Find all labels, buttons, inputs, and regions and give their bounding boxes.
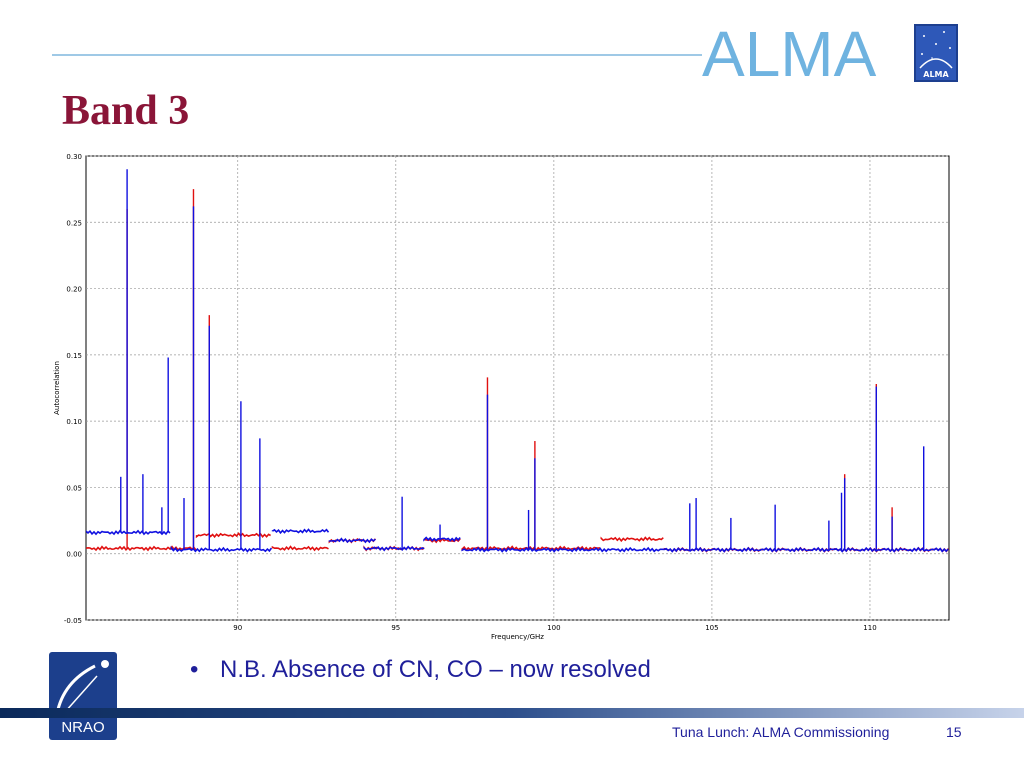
x-tick-label: 110 bbox=[863, 624, 876, 632]
bullet-marker: • bbox=[190, 656, 199, 683]
series-0-baseline bbox=[86, 545, 197, 552]
series-0-baseline bbox=[195, 532, 271, 539]
series-1-baseline bbox=[86, 529, 171, 536]
y-tick-label: 0.15 bbox=[66, 352, 82, 360]
bullet-text: N.B. Absence of CN, CO – now resolved bbox=[220, 656, 651, 683]
x-tick-label: 100 bbox=[547, 624, 560, 632]
x-axis-label: Frequency/GHz bbox=[491, 633, 544, 641]
alma-wordmark: ALMA bbox=[702, 18, 877, 90]
slide-title: Band 3 bbox=[62, 88, 190, 134]
footer-bar bbox=[0, 708, 1024, 718]
x-tick-label: 90 bbox=[233, 624, 242, 632]
series-1-baseline bbox=[170, 545, 273, 553]
y-tick-label: 0.00 bbox=[66, 551, 82, 559]
series-0-baseline bbox=[600, 536, 664, 543]
y-tick-label: 0.25 bbox=[66, 219, 82, 227]
x-tick-label: 95 bbox=[391, 624, 400, 632]
x-tick-label: 105 bbox=[705, 624, 718, 632]
alma-logo-text: ALMA bbox=[923, 70, 949, 79]
y-tick-label: 0.20 bbox=[66, 286, 82, 294]
series-1-baseline bbox=[271, 528, 330, 535]
page-number: 15 bbox=[946, 724, 962, 740]
series-1-baseline bbox=[328, 537, 376, 544]
y-axis-label: Autocorrelation bbox=[53, 361, 61, 415]
y-tick-label: -0.05 bbox=[64, 617, 82, 625]
series-1-baseline bbox=[363, 545, 425, 552]
bullet-item: • N.B. Absence of CN, CO – now resolved bbox=[190, 654, 651, 686]
y-tick-label: 0.10 bbox=[66, 418, 82, 426]
alma-logo-icon: ALMA bbox=[914, 24, 958, 82]
nrao-logo-text: NRAO bbox=[61, 719, 104, 736]
spectrum-chart: -0.05 0.00 0.05 0.10 0.15 0.20 0.25 0.30 90 95 100… bbox=[53, 153, 950, 641]
header-rule bbox=[52, 54, 702, 56]
series-0-baseline bbox=[271, 545, 329, 552]
series-1-baseline bbox=[461, 546, 949, 553]
plot-frame bbox=[85, 155, 950, 621]
series-1-baseline bbox=[423, 536, 461, 542]
y-tick-label: 0.30 bbox=[66, 153, 82, 161]
y-tick-label: 0.05 bbox=[66, 484, 82, 492]
nrao-logo-icon: NRAO bbox=[49, 652, 117, 740]
footer-text: Tuna Lunch: ALMA Commissioning bbox=[672, 724, 890, 740]
